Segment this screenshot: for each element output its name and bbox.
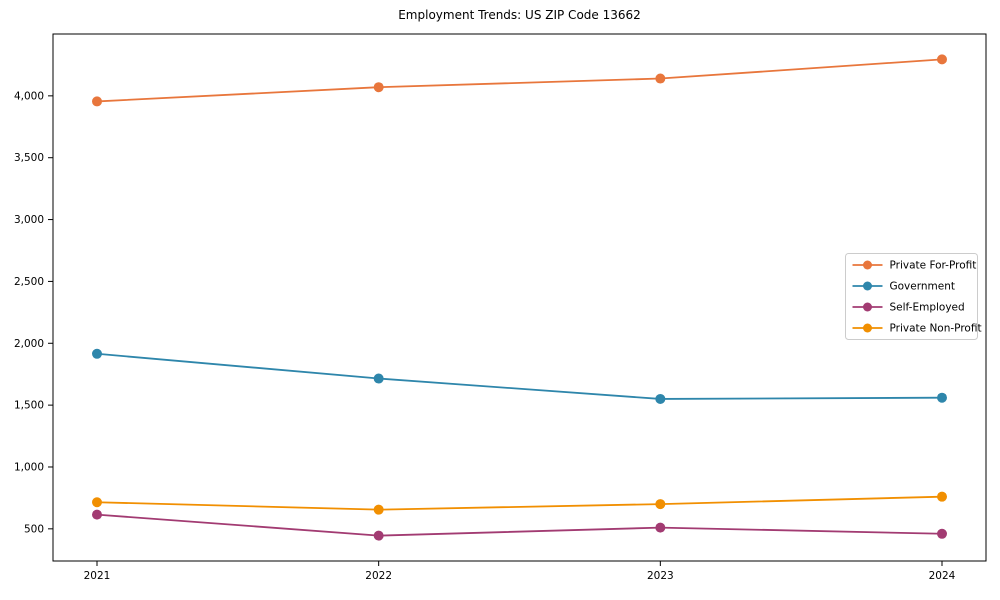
y-tick-label: 4,000 [14, 90, 44, 102]
data-point-government [92, 348, 102, 359]
data-point-private-for-profit [937, 54, 947, 65]
series-line-self-employed [96, 513, 943, 537]
data-point-self-employed [655, 522, 666, 533]
data-point-private-non-profit [655, 499, 666, 510]
legend-box [845, 253, 978, 340]
y-tick-label: 2,500 [14, 276, 44, 288]
data-point-self-employed [92, 509, 102, 520]
data-point-government [937, 392, 947, 403]
legend-marker-dot-government [863, 281, 872, 291]
y-tick-label: 2,000 [14, 338, 44, 350]
data-point-private-non-profit [373, 504, 384, 515]
y-tick-label: 1,500 [14, 400, 44, 412]
data-point-self-employed [373, 530, 384, 541]
data-point-private-for-profit [373, 82, 384, 93]
y-tick-label: 3,500 [14, 152, 44, 164]
chart-title: Employment Trends: US ZIP Code 13662 [398, 8, 641, 22]
y-tick-label: 500 [24, 523, 44, 535]
y-tick-label: 3,000 [14, 214, 44, 226]
data-point-government [655, 393, 666, 404]
y-tick-label: 1,000 [14, 461, 44, 473]
legend-label-government: Government [890, 281, 955, 293]
series-line-private-non-profit [96, 495, 943, 511]
legend-marker-dot-self-employed [863, 302, 872, 312]
x-tick-label: 2023 [647, 570, 674, 582]
x-tick-label: 2022 [365, 570, 392, 582]
data-point-private-non-profit [937, 491, 947, 502]
x-tick-label: 2024 [929, 570, 956, 582]
data-point-private-for-profit [655, 73, 666, 84]
data-point-private-non-profit [92, 497, 102, 508]
x-tick-label: 2021 [84, 570, 111, 582]
series-line-private-for-profit [96, 58, 943, 103]
data-point-private-for-profit [92, 96, 102, 107]
legend-marker-dot-private-non-profit [863, 323, 872, 333]
legend-label-self-employed: Self-Employed [890, 302, 965, 314]
plot-border [52, 33, 987, 562]
legend-label-private-for-profit: Private For-Profit [890, 260, 977, 272]
data-point-government [373, 373, 384, 384]
legend-label-private-non-profit: Private Non-Profit [890, 323, 982, 335]
series-line-government [96, 352, 943, 400]
data-point-self-employed [937, 528, 947, 539]
legend-marker-dot-private-for-profit [863, 260, 872, 270]
